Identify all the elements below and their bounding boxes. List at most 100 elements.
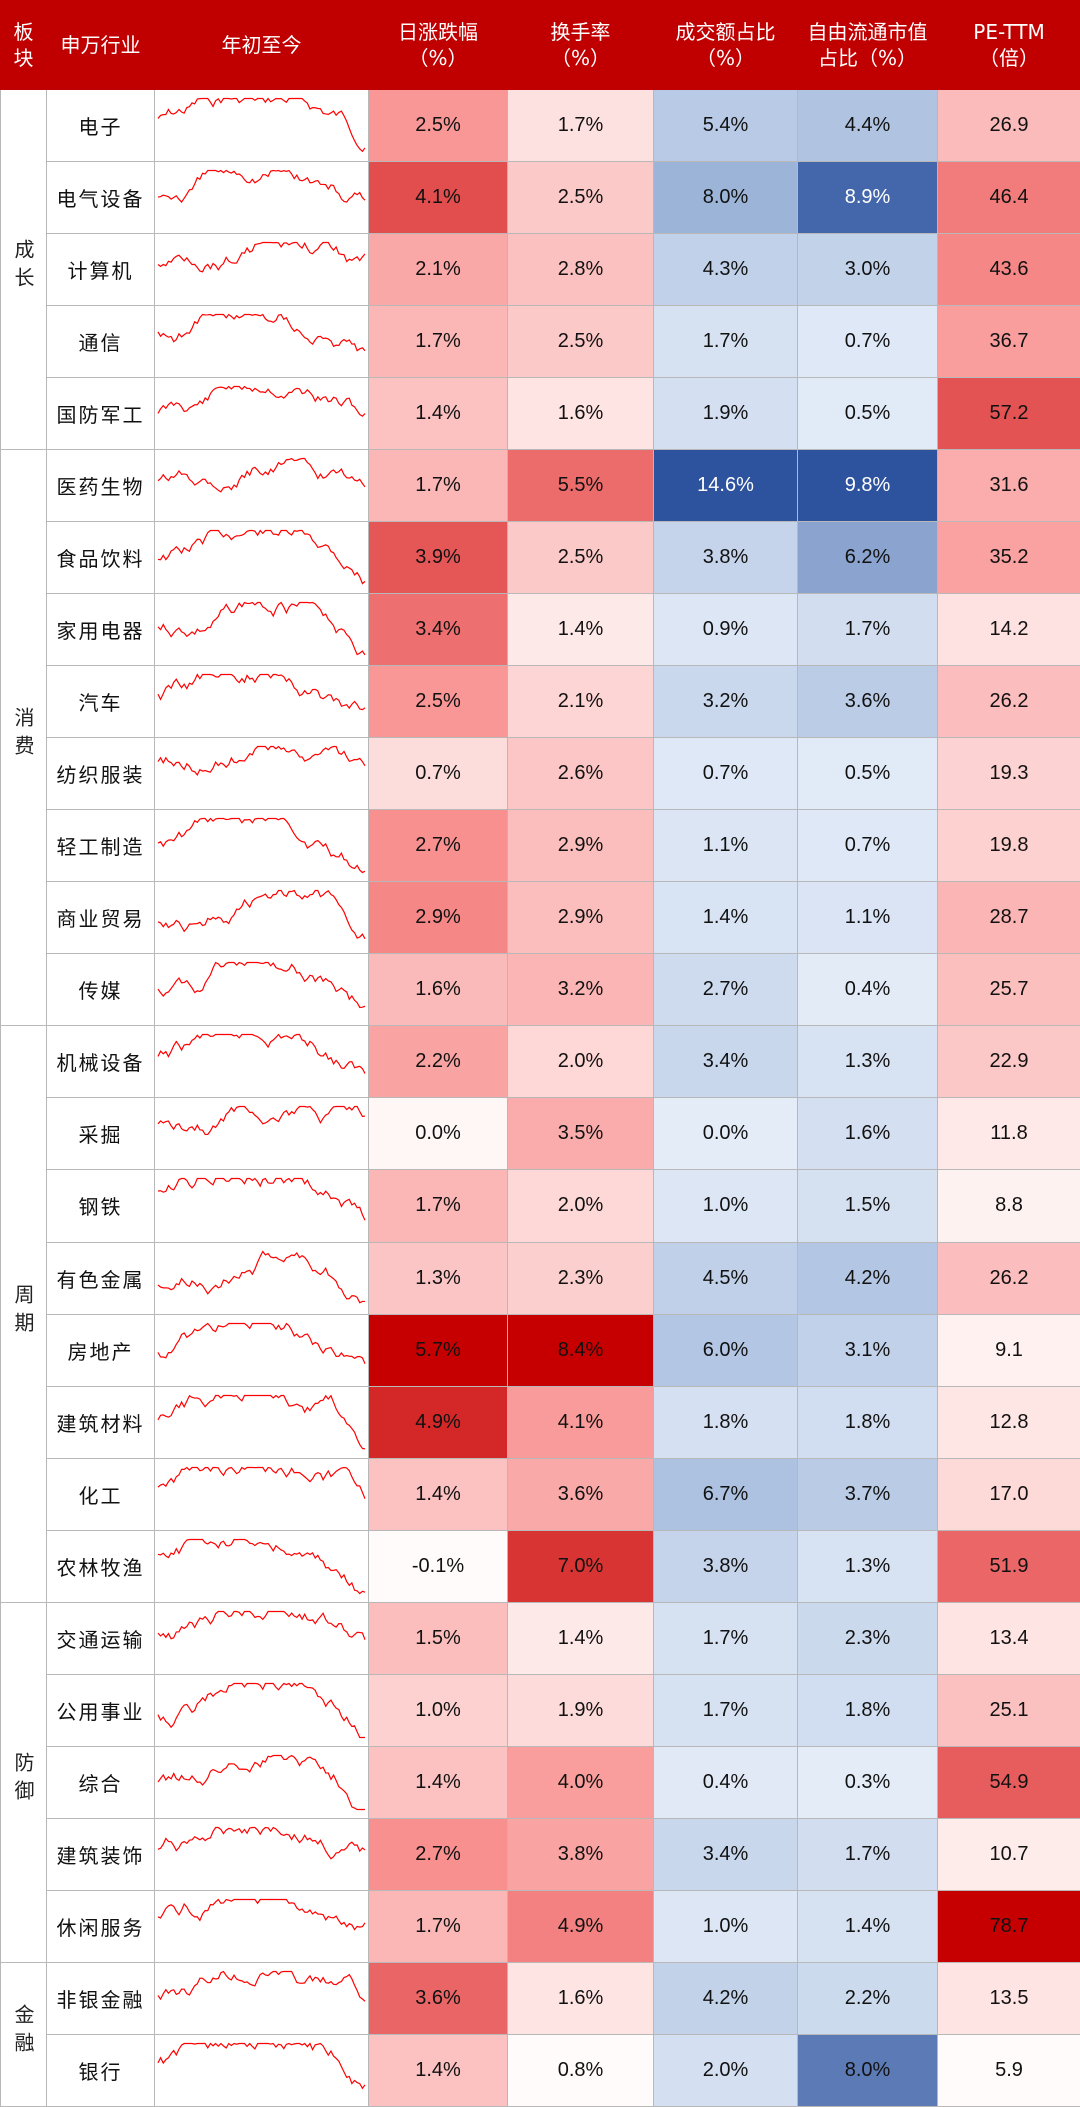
ytd-sparkline <box>154 881 369 955</box>
cell-float-cap-share: 0.7% <box>797 809 938 883</box>
ytd-sparkline-chart <box>157 1970 366 2002</box>
cell-float-cap-share: 2.2% <box>797 1961 938 2035</box>
cell-volume-share: 2.0% <box>653 2033 798 2107</box>
cell-turnover: 4.0% <box>507 1745 654 1819</box>
ytd-sparkline-chart <box>157 1826 366 1860</box>
ytd-sparkline-chart <box>157 1394 366 1450</box>
cell-daily-change: 1.4% <box>368 2033 508 2107</box>
cell-daily-change: -0.1% <box>368 1529 508 1603</box>
industry-name: 休闲服务 <box>46 1889 155 1963</box>
cell-pe-ttm: 26.2 <box>937 665 1080 739</box>
cell-daily-change: 1.0% <box>368 1673 508 1747</box>
cell-daily-change: 3.6% <box>368 1961 508 2035</box>
ytd-sparkline-chart <box>157 890 366 940</box>
header-daily_change: 日涨跌幅 （%） <box>368 0 508 90</box>
cell-turnover: 2.6% <box>507 737 654 811</box>
cell-daily-change: 2.5% <box>368 665 508 739</box>
ytd-sparkline <box>154 1385 369 1459</box>
table-row: 国防军工 1.4% 1.6% 1.9% 0.5% 57.2 <box>1 377 1080 451</box>
table-row: 公用事业 1.0% 1.9% 1.7% 1.8% 25.1 <box>1 1673 1080 1747</box>
header-float_cap_share: 自由流通市值 占比（%） <box>797 0 938 90</box>
sector-label-text: 金融 <box>11 2003 35 2060</box>
ytd-sparkline-chart <box>157 1033 366 1075</box>
cell-turnover: 8.4% <box>507 1313 654 1387</box>
ytd-sparkline <box>154 233 369 307</box>
table-row: 综合 1.4% 4.0% 0.4% 0.3% 54.9 <box>1 1745 1080 1819</box>
cell-turnover: 1.4% <box>507 593 654 667</box>
table-row: 房地产 5.7% 8.4% 6.0% 3.1% 9.1 <box>1 1313 1080 1387</box>
cell-pe-ttm: 9.1 <box>937 1313 1080 1387</box>
header-industry: 申万行业 <box>46 0 155 90</box>
header-volume_share-line: 成交额占比 <box>675 20 776 44</box>
ytd-sparkline <box>154 1457 369 1531</box>
cell-float-cap-share: 3.7% <box>797 1457 938 1531</box>
cell-volume-share: 4.5% <box>653 1241 798 1315</box>
cell-float-cap-share: 1.8% <box>797 1673 938 1747</box>
ytd-sparkline-line <box>157 673 366 711</box>
table-row: 消费 医药生物 1.7% 5.5% 14.6% 9.8% 31.6 <box>0 449 1080 1027</box>
table-row: 防御 交通运输 1.5% 1.4% 1.7% 2.3% 13.4 <box>0 1601 1080 1963</box>
ytd-sparkline-chart <box>157 1466 366 1499</box>
cell-turnover: 2.1% <box>507 665 654 739</box>
ytd-sparkline-line <box>157 601 366 656</box>
table-row: 计算机 2.1% 2.8% 4.3% 3.0% 43.6 <box>1 233 1080 307</box>
cell-pe-ttm: 10.7 <box>937 1817 1080 1891</box>
cell-turnover: 4.9% <box>507 1889 654 1963</box>
cell-volume-share: 2.7% <box>653 953 798 1027</box>
cell-turnover: 2.9% <box>507 809 654 883</box>
ytd-sparkline-chart <box>157 1322 366 1364</box>
cell-daily-change: 2.1% <box>368 233 508 307</box>
cell-float-cap-share: 0.5% <box>797 737 938 811</box>
cell-daily-change: 2.2% <box>368 1025 508 1099</box>
cell-float-cap-share: 6.2% <box>797 521 938 595</box>
industry-name: 食品饮料 <box>46 521 155 595</box>
cell-float-cap-share: 1.4% <box>797 1889 938 1963</box>
cell-volume-share: 1.4% <box>653 881 798 955</box>
sector-label-text: 消费 <box>11 707 35 764</box>
cell-turnover: 1.4% <box>507 1601 654 1675</box>
industry-name: 化工 <box>46 1457 155 1531</box>
industry-name: 通信 <box>46 305 155 379</box>
cell-pe-ttm: 13.5 <box>937 1961 1080 2035</box>
ytd-sparkline <box>154 1961 369 2035</box>
cell-float-cap-share: 3.0% <box>797 233 938 307</box>
ytd-sparkline-line <box>157 1610 366 1640</box>
ytd-sparkline-line <box>157 169 366 204</box>
ytd-sparkline-chart <box>157 241 366 273</box>
table-row: 银行 1.4% 0.8% 2.0% 8.0% 5.9 <box>1 2033 1080 2107</box>
cell-float-cap-share: 3.6% <box>797 665 938 739</box>
cell-volume-share: 1.7% <box>653 305 798 379</box>
ytd-sparkline-line <box>157 1033 366 1075</box>
table-row: 电气设备 4.1% 2.5% 8.0% 8.9% 46.4 <box>1 161 1080 235</box>
header-sector-line: 板 <box>13 20 34 44</box>
ytd-sparkline-line <box>157 241 366 273</box>
sector-label: 金融 <box>0 1961 47 2107</box>
cell-daily-change: 4.9% <box>368 1385 508 1459</box>
cell-float-cap-share: 0.7% <box>797 305 938 379</box>
cell-pe-ttm: 19.3 <box>937 737 1080 811</box>
table-row: 轻工制造 2.7% 2.9% 1.1% 0.7% 19.8 <box>1 809 1080 883</box>
cell-pe-ttm: 11.8 <box>937 1097 1080 1171</box>
cell-pe-ttm: 43.6 <box>937 233 1080 307</box>
cell-pe-ttm: 54.9 <box>937 1745 1080 1819</box>
ytd-sparkline <box>154 1025 369 1099</box>
ytd-sparkline-chart <box>157 745 366 777</box>
cell-daily-change: 1.6% <box>368 953 508 1027</box>
ytd-sparkline-chart <box>157 962 366 1009</box>
table-row: 钢铁 1.7% 2.0% 1.0% 1.5% 8.8 <box>1 1169 1080 1243</box>
cell-volume-share: 3.8% <box>653 521 798 595</box>
cell-volume-share: 1.0% <box>653 1169 798 1243</box>
cell-volume-share: 3.2% <box>653 665 798 739</box>
ytd-sparkline-line <box>157 962 366 1009</box>
industry-name: 纺织服装 <box>46 737 155 811</box>
ytd-sparkline <box>154 449 369 523</box>
sector-label-text: 成长 <box>11 239 35 296</box>
cell-float-cap-share: 1.7% <box>797 1817 938 1891</box>
cell-turnover: 3.5% <box>507 1097 654 1171</box>
ytd-sparkline <box>154 737 369 811</box>
table-row: 休闲服务 1.7% 4.9% 1.0% 1.4% 78.7 <box>1 1889 1080 1963</box>
ytd-sparkline-chart <box>157 313 366 352</box>
ytd-sparkline-line <box>157 1394 366 1450</box>
cell-volume-share: 0.0% <box>653 1097 798 1171</box>
ytd-sparkline-chart <box>157 673 366 711</box>
